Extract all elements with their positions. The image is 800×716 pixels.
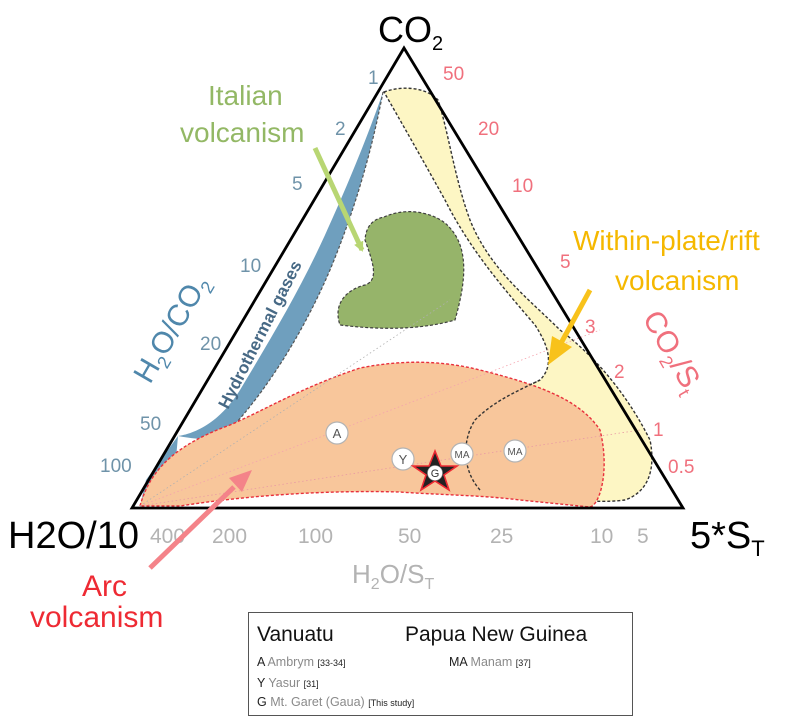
arc-label-line1: Arc bbox=[82, 570, 127, 603]
legend-row-manam: MA Manam [37] bbox=[449, 655, 531, 669]
tick-grey-7: 5 bbox=[637, 525, 649, 548]
overlap-edge bbox=[465, 379, 541, 491]
tick-blue-3: 5 bbox=[292, 174, 303, 195]
legend-code: Y bbox=[257, 676, 266, 690]
marker-MA-2: MA bbox=[503, 439, 527, 463]
marker-G-star: G bbox=[410, 448, 460, 492]
marker-A: A bbox=[325, 421, 349, 445]
svg-text:G: G bbox=[431, 468, 440, 480]
legend-code: MA bbox=[449, 655, 468, 669]
tick-blue-1: 1 bbox=[368, 68, 379, 89]
vertex-top-label: CO2 bbox=[378, 9, 443, 55]
tick-red-8: 0.5 bbox=[668, 457, 694, 478]
tick-red-2: 20 bbox=[478, 119, 499, 140]
withinplate-label-line2: volcanism bbox=[615, 265, 739, 296]
marker-Y: Y bbox=[391, 447, 415, 471]
tick-red-3: 10 bbox=[512, 176, 533, 197]
arc-label-line2: volcanism bbox=[30, 601, 163, 634]
tick-blue-2: 2 bbox=[335, 119, 346, 140]
tick-red-6: 2 bbox=[614, 362, 625, 383]
tick-grey-3: 100 bbox=[298, 525, 333, 548]
h2o-st-ticks: 400 200 100 50 25 10 5 bbox=[150, 525, 649, 548]
svg-text:MA: MA bbox=[455, 450, 470, 461]
italian-label-line1: Italian bbox=[208, 80, 283, 111]
vertex-left-label: H2O/10 bbox=[8, 515, 139, 557]
legend-ref: [33-34] bbox=[317, 658, 346, 668]
co2-st-axis-title: CO2/St bbox=[632, 305, 708, 400]
h2o-st-axis-title: H2O/ST bbox=[352, 559, 434, 593]
withinplate-label-line1: Within-plate/rift bbox=[573, 225, 760, 256]
tick-grey-5: 25 bbox=[490, 525, 513, 548]
legend-code: G bbox=[257, 695, 267, 709]
tick-blue-5: 20 bbox=[200, 334, 221, 355]
tick-grey-4: 50 bbox=[398, 525, 421, 548]
legend-name: Yasur bbox=[268, 676, 301, 690]
italian-field bbox=[337, 211, 465, 329]
legend-code: A bbox=[257, 655, 265, 669]
tick-red-7: 1 bbox=[653, 420, 664, 441]
svg-text:A: A bbox=[333, 426, 342, 441]
legend-png-heading: Papua New Guinea bbox=[405, 623, 588, 646]
legend-name: Ambrym bbox=[267, 655, 314, 669]
tick-blue-4: 10 bbox=[240, 256, 261, 277]
italian-label-line2: volcanism bbox=[180, 117, 304, 148]
svg-text:MA: MA bbox=[508, 447, 523, 458]
legend-ref: [37] bbox=[515, 658, 531, 668]
legend-box: Vanuatu Papua New Guinea A Ambrym [33-34… bbox=[248, 612, 633, 716]
legend-row-ambrym: A Ambrym [33-34] bbox=[257, 655, 346, 669]
co2-st-ticks: 50 20 10 5 3 2 1 0.5 bbox=[443, 64, 694, 478]
legend-name: Mt. Garet (Gaua) bbox=[270, 695, 365, 709]
legend-row-yasur: Y Yasur [31] bbox=[257, 676, 319, 690]
ternary-triangle bbox=[129, 45, 686, 510]
legend-ref: [This study] bbox=[368, 698, 415, 708]
tick-grey-6: 10 bbox=[590, 525, 613, 548]
h2o-co2-axis-title: H2O/CO2 bbox=[127, 269, 218, 390]
h2o-co2-ticks: 1 2 5 10 20 50 100 bbox=[100, 68, 379, 477]
legend-vanuatu-heading: Vanuatu bbox=[257, 623, 334, 646]
tick-red-1: 50 bbox=[443, 64, 464, 85]
legend-name: Manam bbox=[470, 655, 513, 669]
tick-red-4: 5 bbox=[560, 252, 571, 273]
tick-blue-7: 100 bbox=[100, 456, 132, 477]
legend-ref: [31] bbox=[303, 679, 319, 689]
marker-MA-1: MA bbox=[450, 442, 474, 466]
withinplate-arrow bbox=[548, 288, 593, 365]
tick-blue-6: 50 bbox=[140, 414, 161, 435]
arc-field bbox=[139, 361, 605, 508]
legend-row-garet: G Mt. Garet (Gaua) [This study] bbox=[257, 695, 414, 709]
tick-grey-2: 200 bbox=[212, 525, 247, 548]
italian-arrow bbox=[312, 146, 365, 252]
vertex-right-label: 5*ST bbox=[690, 515, 765, 561]
tick-red-5: 3 bbox=[585, 317, 596, 338]
svg-text:Y: Y bbox=[399, 452, 408, 467]
arc-arrow bbox=[148, 470, 252, 570]
